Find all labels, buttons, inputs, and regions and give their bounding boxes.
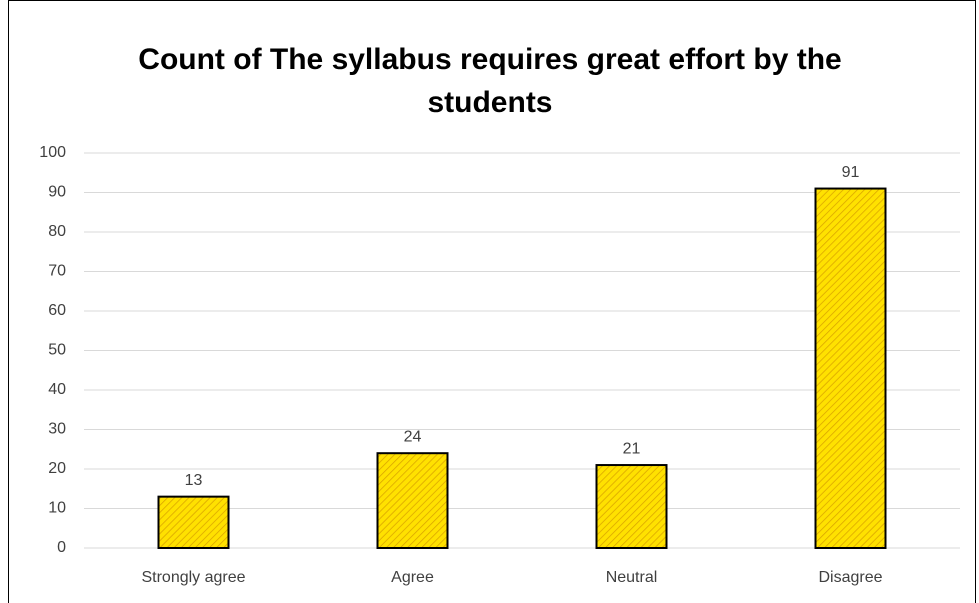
y-tick-label: 40 [48, 381, 66, 398]
y-tick-label: 80 [48, 223, 66, 240]
bar [595, 464, 668, 549]
data-label: 21 [623, 440, 641, 457]
y-tick-label: 10 [48, 500, 66, 517]
y-tick-label: 90 [48, 184, 66, 201]
x-tick-label: Strongly agree [141, 569, 245, 586]
chart-title: Count of The syllabus requires great eff… [138, 43, 842, 119]
data-label: 24 [404, 428, 422, 445]
bar [814, 187, 887, 550]
y-tick-label: 0 [57, 539, 66, 556]
y-tick-label: 50 [48, 342, 66, 359]
y-tick-label: 20 [48, 460, 66, 477]
x-tick-label: Disagree [818, 569, 882, 586]
data-label: 13 [185, 472, 203, 489]
chart-border [8, 0, 976, 603]
y-tick-label: 100 [39, 144, 66, 161]
bar [157, 495, 230, 549]
data-label: 91 [842, 164, 860, 181]
y-tick-label: 30 [48, 421, 66, 438]
x-tick-label: Neutral [606, 569, 658, 586]
x-tick-label: Agree [391, 569, 434, 586]
y-tick-label: 60 [48, 302, 66, 319]
y-tick-label: 70 [48, 263, 66, 280]
bar [376, 452, 449, 550]
